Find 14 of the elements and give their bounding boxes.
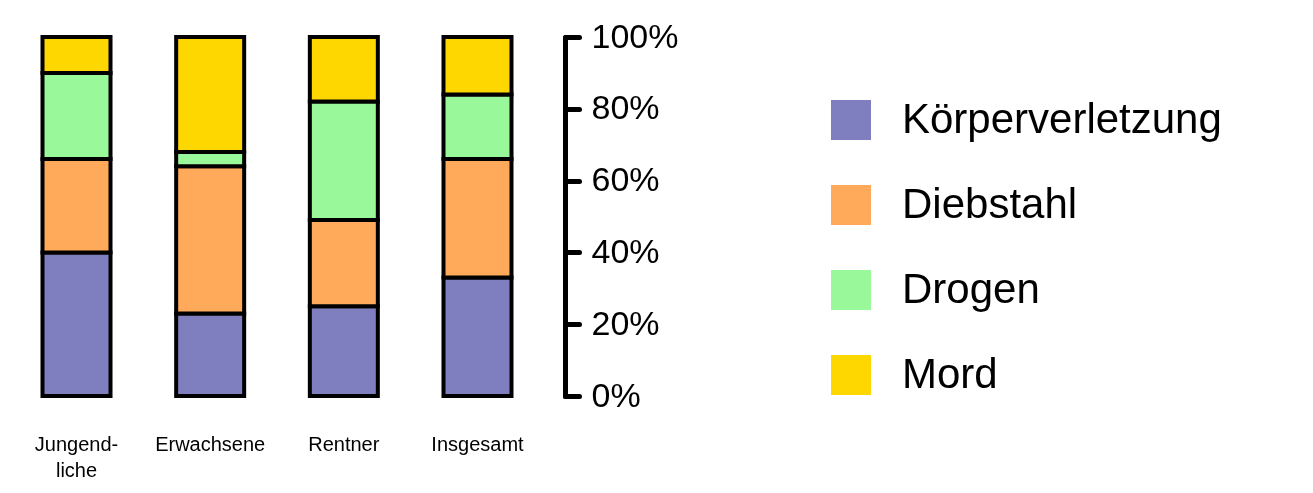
y-tick-label: 60%: [591, 160, 660, 199]
x-tick-label: Erwachsene: [155, 432, 266, 455]
y-tick-label: 80%: [591, 88, 660, 127]
legend-label: Mord: [902, 350, 998, 397]
legend-label: Diebstahl: [902, 180, 1078, 227]
y-tick-label: 40%: [591, 231, 660, 270]
legend-label: Körperverletzung: [902, 95, 1222, 142]
legend-label: Drogen: [902, 265, 1040, 312]
x-tick-label: Insgesamt: [431, 432, 525, 455]
x-tick-label: Rentner: [308, 432, 380, 455]
y-tick-label: 20%: [591, 303, 660, 342]
y-tick-label: 0%: [591, 375, 641, 414]
y-tick-label: 100%: [591, 16, 679, 55]
x-tick-label: Jungend- liche: [34, 432, 119, 481]
